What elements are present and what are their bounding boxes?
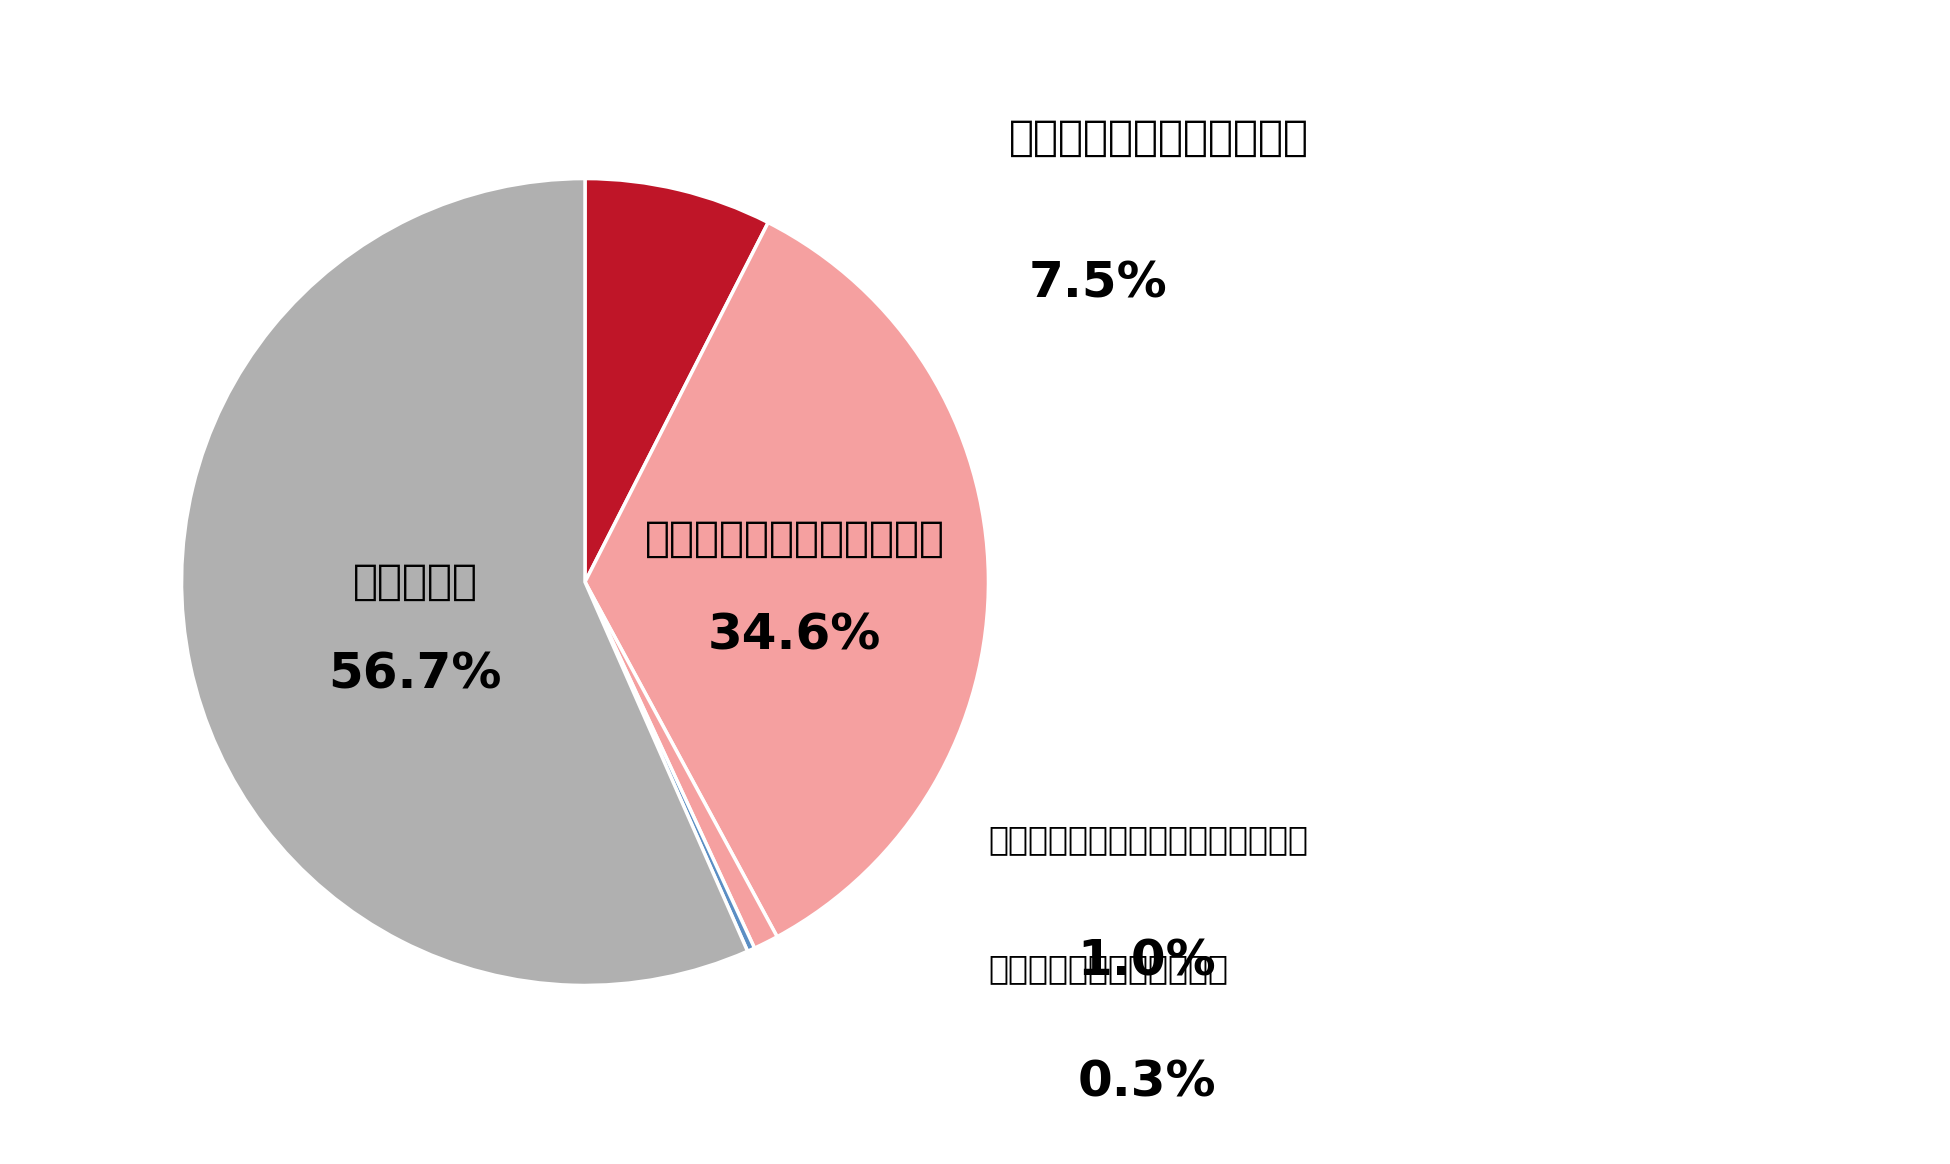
Text: 意識する機会が少し減った: 意識する機会が少し減った: [989, 952, 1228, 986]
Text: 変わらない: 変わらない: [353, 560, 478, 603]
Wedge shape: [585, 222, 989, 937]
Wedge shape: [585, 178, 768, 582]
Text: 以前よりも意識がかなり低くなった: 以前よりも意識がかなり低くなった: [989, 823, 1308, 857]
Text: 7.5%: 7.5%: [1030, 260, 1168, 307]
Wedge shape: [181, 178, 747, 986]
Text: 1.0%: 1.0%: [1076, 937, 1217, 985]
Text: 34.6%: 34.6%: [708, 612, 881, 660]
Text: 意識する機会が少し増えた: 意識する機会が少し増えた: [645, 518, 946, 560]
Text: 56.7%: 56.7%: [328, 651, 501, 698]
Text: 強く意識するようになった: 強く意識するようになった: [1008, 116, 1308, 158]
Wedge shape: [585, 582, 778, 949]
Text: 0.3%: 0.3%: [1076, 1058, 1217, 1106]
Wedge shape: [585, 582, 755, 951]
